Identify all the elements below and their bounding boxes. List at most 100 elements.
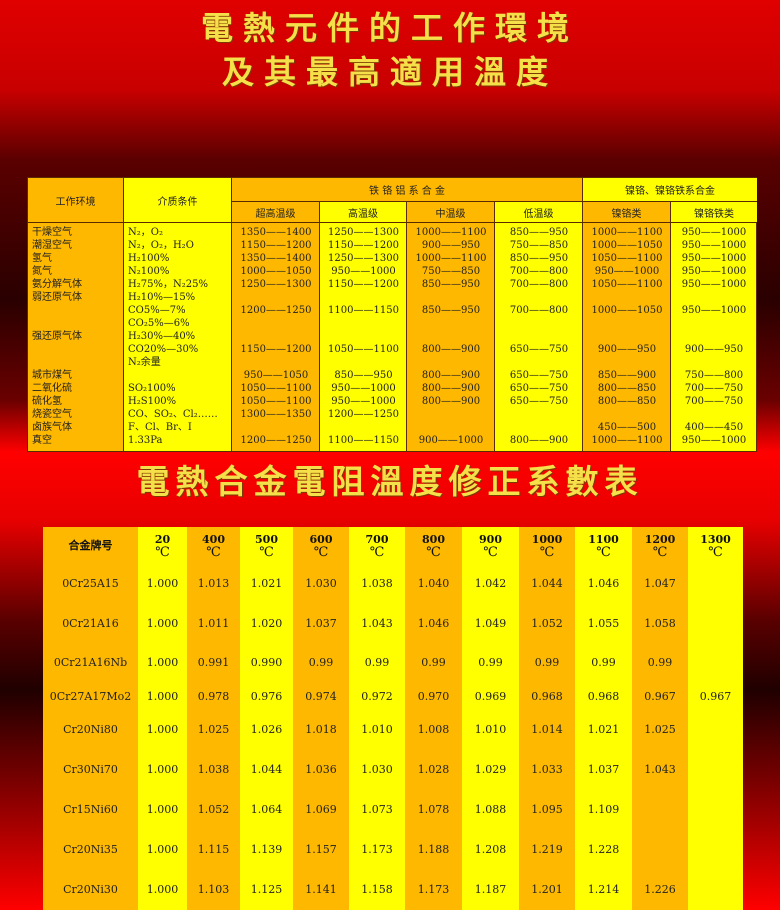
temperature-range: 700——750 bbox=[684, 396, 744, 407]
env-label: 烧瓷空气 bbox=[32, 409, 72, 420]
temperature-range: 800——900 bbox=[421, 370, 481, 381]
coefficient-cell: 0.991 bbox=[197, 656, 230, 669]
coefficient-cell: 1.011 bbox=[197, 617, 230, 630]
temperature-range: 650——750 bbox=[509, 344, 569, 355]
coefficient-cell: 0.99 bbox=[421, 656, 446, 669]
coefficient-cell: 1.125 bbox=[250, 883, 283, 896]
coefficient-cell: 1.049 bbox=[474, 617, 507, 630]
coefficient-cell: 1.228 bbox=[587, 843, 620, 856]
coefficient-cell: 1.226 bbox=[644, 883, 676, 896]
coefficient-cell: 0.969 bbox=[474, 690, 507, 703]
temp-column-1200: 1200 ℃ 1.047 1.058 0.99 0.967 1.025 1.043 1.226 bbox=[632, 527, 688, 910]
temperature-range: 800——900 bbox=[509, 435, 569, 446]
coefficient-cell: 1.000 bbox=[146, 656, 179, 669]
header-sub: 中温级 bbox=[407, 202, 495, 223]
temperature-range: 950——1050 bbox=[243, 370, 309, 381]
temperature-range: 950——1000 bbox=[594, 266, 660, 277]
coefficient-cell: 1.030 bbox=[305, 577, 337, 590]
temperature-range: 1150——1200 bbox=[240, 344, 312, 355]
coefficient-cell: 1.141 bbox=[305, 883, 337, 896]
temperature-range: 1000——1050 bbox=[591, 305, 663, 316]
alloy-name: 0Cr21A16 bbox=[62, 617, 119, 630]
coefficient-cell: 1.033 bbox=[531, 763, 563, 776]
header-sub: 超高温级 bbox=[232, 202, 320, 223]
coefficient-cell: 0.968 bbox=[531, 690, 563, 703]
column-bg bbox=[28, 178, 124, 451]
env-label: 城市煤气 bbox=[32, 370, 72, 381]
coefficient-cell: 1.214 bbox=[587, 883, 620, 896]
medium-condition: CO5%—7% bbox=[128, 305, 186, 316]
temperature-range: 850——950 bbox=[421, 305, 481, 316]
temperature-range: 800——850 bbox=[597, 383, 657, 394]
temp-value: 1300 bbox=[700, 533, 731, 546]
env-label: 二氧化硫 bbox=[32, 383, 72, 394]
alloy-name: Cr20Ni30 bbox=[63, 883, 118, 896]
coefficient-cell: 1.020 bbox=[250, 617, 283, 630]
temperature-range: 1050——1100 bbox=[240, 383, 312, 394]
env-label: 氢气 bbox=[32, 253, 52, 264]
coefficient-cell: 0.99 bbox=[591, 656, 616, 669]
temperature-range: 750——850 bbox=[421, 266, 481, 277]
medium-condition: F、Cl、Br、I bbox=[128, 422, 192, 433]
temperature-range: 900——950 bbox=[597, 344, 657, 355]
env-label: 硫化氢 bbox=[32, 396, 62, 407]
coefficient-cell: 1.038 bbox=[361, 577, 393, 590]
temperature-range: 950——1000 bbox=[681, 227, 747, 238]
name-column: 合金牌号 0Cr25A15 0Cr21A16 0Cr21A16Nb 0Cr27A17Mo… bbox=[43, 527, 138, 910]
temperature-range: 800——900 bbox=[421, 396, 481, 407]
header-temp: 800 ℃ bbox=[405, 527, 462, 559]
column-bg bbox=[671, 178, 757, 451]
temperature-range: 850——900 bbox=[597, 370, 657, 381]
env-label: 干燥空气 bbox=[32, 227, 72, 238]
header-temp: 900 ℃ bbox=[462, 527, 519, 559]
medium-condition: CO₂5%—6% bbox=[128, 318, 190, 329]
env-label: 潮湿空气 bbox=[32, 240, 72, 251]
temperature-range: 1200——1250 bbox=[240, 305, 312, 316]
header-temp: 700 ℃ bbox=[349, 527, 405, 559]
coefficient-cell: 1.008 bbox=[417, 723, 450, 736]
header-sub: 高温级 bbox=[320, 202, 407, 223]
temperature-range: 650——750 bbox=[509, 383, 569, 394]
coefficient-cell: 1.044 bbox=[250, 763, 283, 776]
temperature-range: 700——800 bbox=[509, 266, 569, 277]
celsius-unit: ℃ bbox=[206, 545, 221, 560]
header-temp: 500 ℃ bbox=[240, 527, 293, 559]
temperature-range: 950——1000 bbox=[331, 396, 396, 407]
temperature-range: 950——1000 bbox=[681, 240, 747, 251]
coefficient-cell: 1.000 bbox=[146, 883, 179, 896]
coefficient-cell: 1.073 bbox=[361, 803, 393, 816]
column-bg bbox=[232, 178, 320, 451]
medium-condition: H₂S100% bbox=[128, 396, 177, 407]
temperature-range: 800——900 bbox=[421, 383, 481, 394]
coefficient-cell: 1.014 bbox=[531, 723, 563, 736]
coefficient-cell: 0.99 bbox=[534, 656, 560, 669]
temperature-range: 1000——1100 bbox=[591, 435, 663, 446]
title-2: 電熱合金電阻溫度修正系數表 bbox=[136, 462, 644, 501]
column-bg bbox=[495, 178, 583, 451]
temperature-range: 950——1000 bbox=[331, 266, 396, 277]
temperature-range: 700——800 bbox=[509, 305, 569, 316]
coefficient-cell: 0.967 bbox=[644, 690, 676, 703]
env-label: 真空 bbox=[32, 435, 52, 446]
celsius-unit: ℃ bbox=[155, 545, 170, 560]
temp-column-1000: 1000 ℃ 1.044 1.052 0.99 0.968 1.014 1.033 1.095 1… bbox=[519, 527, 575, 910]
alloy-name: 0Cr21A16Nb bbox=[53, 656, 128, 669]
temperature-range: 450——500 bbox=[597, 422, 657, 433]
coefficient-cell: 1.000 bbox=[146, 843, 179, 856]
coefficient-cell: 1.055 bbox=[587, 617, 620, 630]
coefficient-cell: 0.978 bbox=[197, 690, 230, 703]
header-medium: 介质条件 bbox=[124, 178, 232, 223]
coefficient-cell: 1.037 bbox=[305, 617, 337, 630]
celsius-unit: ℃ bbox=[369, 545, 385, 560]
alloy-name: Cr20Ni35 bbox=[63, 843, 118, 856]
header-sub: 镍铬铁类 bbox=[671, 202, 757, 223]
coefficient-cell: 0.972 bbox=[361, 690, 393, 703]
temp-value: 1200 bbox=[644, 533, 676, 546]
temperature-range: 950——1000 bbox=[681, 266, 747, 277]
env-label: 氨分解气体 bbox=[32, 279, 82, 290]
temperature-range: 1050——1100 bbox=[591, 253, 663, 264]
title-1-line-2: 及其最高適用溫度 bbox=[221, 53, 558, 91]
temperature-range: 650——750 bbox=[509, 396, 569, 407]
temperature-range: 850——950 bbox=[509, 227, 569, 238]
coefficient-cell: 1.037 bbox=[587, 763, 620, 776]
